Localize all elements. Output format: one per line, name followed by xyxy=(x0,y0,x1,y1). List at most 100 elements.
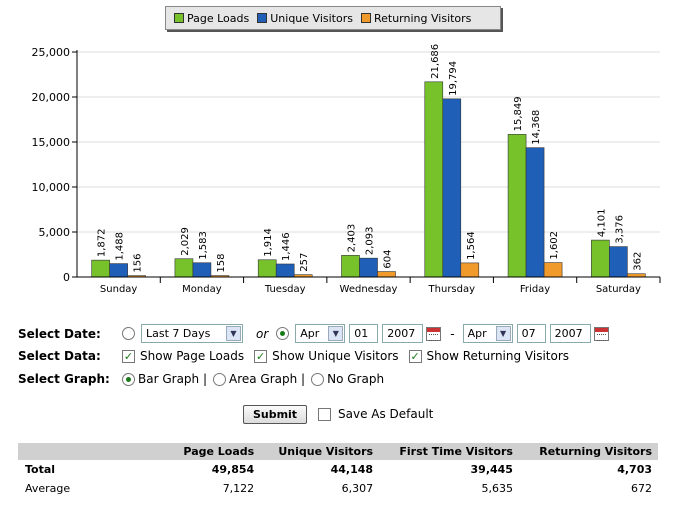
no-graph-label: No Graph xyxy=(327,372,385,386)
area-graph-label: Area Graph | xyxy=(229,372,306,386)
x-tick-label: Sunday xyxy=(100,284,137,295)
average-unique-visitors: 6,307 xyxy=(341,482,374,495)
select-graph-row: Select Graph: Bar Graph | Area Graph | N… xyxy=(18,372,384,386)
data-label: 362 xyxy=(632,252,643,271)
bar xyxy=(192,262,212,278)
end-day-input[interactable]: 07 xyxy=(516,324,546,343)
date-dash: - xyxy=(450,326,455,341)
bar xyxy=(109,263,128,278)
start-month-value: Apr xyxy=(300,327,320,340)
chevron-down-icon: ▼ xyxy=(495,326,511,341)
bar-graph-label: Bar Graph | xyxy=(138,372,207,386)
stats-header-first-time-visitors: First Time Visitors xyxy=(379,443,519,460)
bar xyxy=(507,134,527,278)
returning-visitors-checkbox[interactable]: ✓ xyxy=(408,349,422,363)
legend-swatch-unique-visitors xyxy=(257,13,268,23)
end-month-value: Apr xyxy=(467,327,487,340)
data-label: 15,849 xyxy=(513,96,524,131)
custom-range-radio[interactable] xyxy=(276,327,290,340)
select-graph-label: Select Graph: xyxy=(18,372,110,386)
bar xyxy=(609,246,628,278)
legend-label-page-loads: Page Loads xyxy=(187,11,250,25)
page-loads-checkbox[interactable]: ✓ xyxy=(122,349,135,363)
total-unique-visitors: 44,148 xyxy=(330,463,374,476)
y-tick-label: 0 xyxy=(63,271,70,284)
average-label: Average xyxy=(25,482,71,495)
no-graph-radio[interactable] xyxy=(311,372,325,386)
select-data-label: Select Data: xyxy=(18,349,101,363)
data-label: 1,602 xyxy=(549,231,560,260)
bar xyxy=(543,262,563,278)
data-label: 21,686 xyxy=(430,44,441,79)
bar xyxy=(174,258,194,278)
total-first-time-visitors: 39,445 xyxy=(470,463,513,476)
submit-button[interactable]: Submit xyxy=(243,405,307,424)
select-date-label: Select Date: xyxy=(18,326,101,341)
data-label: 2,029 xyxy=(180,227,191,256)
data-label: 158 xyxy=(216,253,227,272)
data-label: 1,446 xyxy=(281,232,292,261)
table-row: Average 7,122 6,307 5,635 672 xyxy=(18,479,658,498)
range-radio[interactable] xyxy=(122,327,135,340)
y-tick-label: 25,000 xyxy=(32,46,71,59)
x-tick-label: Saturday xyxy=(596,284,641,295)
data-label: 1,583 xyxy=(198,231,209,260)
chevron-down-icon: ▼ xyxy=(328,326,344,341)
start-month-select[interactable]: Apr ▼ xyxy=(295,324,346,343)
stats-table: Page Loads Unique Visitors First Time Vi… xyxy=(18,443,658,498)
data-label: 1,914 xyxy=(263,228,274,257)
data-label: 4,101 xyxy=(596,208,607,237)
save-as-default: Save As Default xyxy=(318,407,433,421)
legend-page-loads: Page Loads xyxy=(174,12,249,25)
bar xyxy=(424,81,444,278)
area-graph-radio[interactable] xyxy=(213,372,226,386)
end-year-input[interactable]: 2007 xyxy=(549,324,591,343)
visitor-bar-chart: 1,872 1,488 156 2,029 1,583 158 1,914 1,446 257 2… xyxy=(32,44,661,295)
x-tick-label: Monday xyxy=(182,284,222,295)
start-calendar-icon[interactable] xyxy=(426,326,442,341)
data-label: 1,564 xyxy=(466,231,477,260)
bar xyxy=(591,239,610,278)
stats-header-unique-visitors: Unique Visitors xyxy=(260,443,380,460)
data-label: 1,872 xyxy=(97,229,108,258)
returning-visitors-checkbox-label: Show Returning Visitors xyxy=(426,349,570,363)
legend-unique-visitors: Unique Visitors xyxy=(257,12,353,25)
legend-label-unique-visitors: Unique Visitors xyxy=(270,11,353,25)
bar xyxy=(377,271,396,278)
bar xyxy=(442,98,462,278)
table-row: Total 49,854 44,148 39,445 4,703 xyxy=(18,460,658,479)
unique-visitors-checkbox-label: Show Unique Visitors xyxy=(272,349,399,363)
bar-graph-radio[interactable] xyxy=(122,372,135,386)
total-returning-visitors: 4,703 xyxy=(617,463,652,476)
select-date-row: Select Date: Last 7 Days ▼ or Apr ▼ 01 2… xyxy=(18,324,609,343)
x-tick-label: Friday xyxy=(520,284,550,295)
total-label: Total xyxy=(25,463,56,476)
end-month-select[interactable]: Apr ▼ xyxy=(462,324,513,343)
data-label: 604 xyxy=(383,249,394,268)
data-label: 2,403 xyxy=(347,224,358,253)
stats-header-page-loads: Page Loads xyxy=(168,443,261,460)
start-year-input[interactable]: 2007 xyxy=(382,324,424,343)
start-day-value: 01 xyxy=(354,327,369,340)
bar xyxy=(91,259,110,278)
range-select[interactable]: Last 7 Days ▼ xyxy=(141,324,243,343)
end-calendar-icon[interactable] xyxy=(593,326,609,341)
unique-visitors-checkbox[interactable]: ✓ xyxy=(254,349,268,363)
legend-returning-visitors: Returning Visitors xyxy=(360,12,471,25)
stats-header-row: Page Loads Unique Visitors First Time Vi… xyxy=(18,443,658,460)
save-as-default-label: Save As Default xyxy=(338,407,434,421)
save-as-default-checkbox[interactable] xyxy=(318,407,331,421)
chart-legend: Page Loads Unique Visitors Returning Vis… xyxy=(165,6,501,30)
legend-swatch-returning-visitors xyxy=(360,13,371,23)
data-label: 19,794 xyxy=(448,61,459,96)
average-first-time-visitors: 5,635 xyxy=(481,482,513,495)
data-label: 3,376 xyxy=(614,215,625,244)
x-tick-label: Thursday xyxy=(428,284,476,295)
average-page-loads: 7,122 xyxy=(222,482,255,495)
y-tick-label: 15,000 xyxy=(32,136,71,149)
start-day-input[interactable]: 01 xyxy=(349,324,379,343)
legend-swatch-page-loads xyxy=(174,13,184,23)
bar xyxy=(460,262,480,278)
end-day-value: 07 xyxy=(521,327,536,340)
x-tick-label: Wednesday xyxy=(340,284,398,295)
